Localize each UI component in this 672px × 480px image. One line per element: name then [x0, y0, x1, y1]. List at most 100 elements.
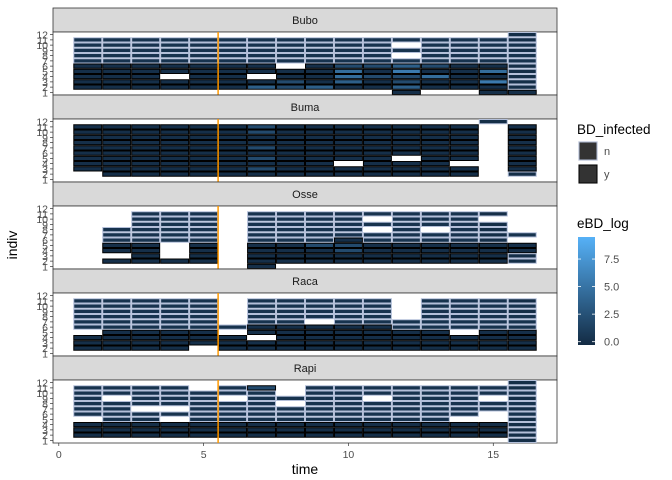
heatmap-tile	[102, 329, 132, 335]
facet-strip	[52, 94, 558, 120]
heatmap-tile	[362, 161, 392, 167]
heatmap-tile	[189, 58, 219, 64]
heatmap-tile	[218, 340, 248, 346]
heatmap-tile	[449, 216, 479, 222]
heatmap-tile	[362, 303, 392, 309]
heatmap-tile	[160, 166, 190, 172]
heatmap-tile	[333, 84, 363, 90]
legend-key-y	[578, 164, 598, 184]
heatmap-tile	[333, 211, 363, 217]
heatmap-tile	[305, 385, 334, 391]
heatmap-tile	[131, 63, 161, 69]
heatmap-tile	[276, 411, 306, 417]
heatmap-tile	[102, 237, 132, 243]
heatmap-tile	[73, 140, 103, 146]
facet-strip	[52, 268, 558, 294]
heatmap-tile	[276, 166, 306, 172]
y-tick-label: 5	[42, 66, 48, 78]
heatmap-tile	[305, 171, 334, 177]
heatmap-tile	[189, 37, 219, 43]
heatmap-tile	[218, 401, 248, 407]
heatmap-tile	[449, 390, 479, 396]
heatmap-tile	[507, 427, 537, 433]
heatmap-tile	[247, 345, 277, 351]
heatmap-tile	[362, 145, 392, 151]
heatmap-tile	[333, 416, 363, 422]
heatmap-tile	[305, 53, 334, 59]
heatmap-tile	[305, 37, 334, 43]
heatmap-tile	[73, 166, 103, 172]
heatmap-tile	[102, 37, 132, 43]
heatmap-tile	[507, 42, 537, 48]
heatmap-tile	[189, 124, 219, 130]
heatmap-tile	[276, 432, 306, 438]
heatmap-tile	[102, 314, 132, 320]
heatmap-tile	[247, 401, 277, 407]
heatmap-tile	[276, 216, 306, 222]
heatmap-tile	[507, 166, 537, 172]
heatmap-tile	[73, 422, 103, 428]
heatmap-tile	[449, 335, 479, 341]
heatmap-tile	[362, 232, 392, 238]
heatmap-tile	[276, 150, 306, 156]
heatmap-tile	[507, 58, 537, 64]
heatmap-tile	[189, 150, 219, 156]
heatmap-tile	[276, 324, 306, 330]
heatmap-tile	[189, 319, 219, 325]
heatmap-tile	[218, 74, 248, 80]
heatmap-tile	[420, 390, 450, 396]
heatmap-tile	[102, 84, 132, 90]
heatmap-tile	[333, 140, 363, 146]
heatmap-tile	[507, 248, 537, 254]
y-tick-label: 6	[42, 322, 48, 334]
heatmap-tile	[305, 329, 334, 335]
heatmap-tile	[449, 221, 479, 227]
heatmap-tile	[333, 74, 363, 80]
heatmap-tile	[449, 422, 479, 428]
heatmap-tile	[247, 232, 277, 238]
heatmap-tile	[391, 242, 421, 248]
heatmap-tile	[276, 47, 306, 53]
heatmap-tile	[160, 58, 190, 64]
heatmap-tile	[333, 432, 363, 438]
heatmap-tile	[305, 68, 334, 74]
heatmap-tile	[478, 47, 508, 53]
heatmap-tile	[218, 406, 248, 412]
heatmap-tile	[305, 258, 334, 264]
heatmap-tile	[478, 227, 508, 233]
heatmap-tile	[131, 345, 161, 351]
y-tick-label: 4	[42, 420, 48, 432]
heatmap-tile	[478, 248, 508, 254]
heatmap-tile	[160, 385, 190, 391]
heatmap-tile	[73, 63, 103, 69]
heatmap-tile	[160, 298, 190, 304]
heatmap-tile	[507, 406, 537, 412]
heatmap-tile	[102, 298, 132, 304]
heatmap-tile	[391, 211, 421, 217]
x-tick-label: 10	[343, 449, 355, 461]
heatmap-tile	[507, 37, 537, 43]
facet-strip	[52, 7, 558, 33]
heatmap-tile	[189, 161, 219, 167]
heatmap-tile	[160, 329, 190, 335]
heatmap-tile	[218, 58, 248, 64]
y-tick-label: 4	[42, 159, 48, 171]
heatmap-tile	[478, 211, 508, 217]
y-tick-label: 1	[42, 435, 48, 447]
heatmap-tile	[102, 340, 132, 346]
heatmap-tile	[305, 303, 334, 309]
heatmap-tile	[333, 303, 363, 309]
heatmap-tile	[218, 84, 248, 90]
heatmap-tile	[420, 216, 450, 222]
heatmap-tile	[247, 211, 277, 217]
heatmap-tile	[362, 432, 392, 438]
heatmap-tile	[160, 427, 190, 433]
heatmap-tile	[333, 68, 363, 74]
heatmap-tile	[305, 237, 334, 243]
y-tick-label: 10	[36, 301, 48, 313]
heatmap-tile	[391, 171, 421, 177]
heatmap-tile	[160, 335, 190, 341]
heatmap-tile	[189, 422, 219, 428]
heatmap-tile	[102, 432, 132, 438]
heatmap-tile	[189, 427, 219, 433]
